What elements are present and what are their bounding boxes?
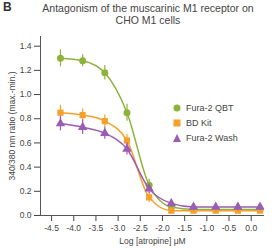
svg-text:-3.0: -3.0: [111, 223, 126, 233]
svg-text:1.0: 1.0: [20, 89, 32, 99]
svg-text:-3.5: -3.5: [89, 223, 104, 233]
html-text:Antagonism of the muscarinic M: Antagonism of the muscarinic M1 receptor…: [42, 2, 254, 26]
svg-text:-4.5: -4.5: [44, 223, 59, 233]
svg-text:0.4: 0.4: [20, 162, 32, 172]
svg-text:-1.5: -1.5: [177, 223, 192, 233]
svg-text:0.6: 0.6: [20, 138, 32, 148]
svg-text:1.4: 1.4: [20, 41, 32, 51]
svg-text:1.2: 1.2: [20, 65, 32, 75]
svg-text:340/380 nm ratio (max.-min.): 340/380 nm ratio (max.-min.): [7, 71, 17, 180]
svg-text:-0.5: -0.5: [222, 223, 237, 233]
svg-text:0.8: 0.8: [20, 113, 32, 123]
svg-text:0.0: 0.0: [245, 223, 257, 233]
svg-text:0.0: 0.0: [20, 210, 32, 220]
svg-text:-4.0: -4.0: [66, 223, 81, 233]
html-text:B: B: [3, 0, 12, 14]
svg-text:-2.5: -2.5: [133, 223, 148, 233]
svg-text:-1.0: -1.0: [200, 223, 215, 233]
svg-text:-2.0: -2.0: [155, 223, 170, 233]
svg-text:0.2: 0.2: [20, 186, 32, 196]
svg-text:Log [atropine] μM: Log [atropine] μM: [119, 236, 185, 246]
html-text:Fura-2 Wash: Fura-2 Wash: [186, 132, 238, 143]
html-text:BD Kit: BD Kit: [186, 117, 212, 128]
html-text:Fura-2 QBT: Fura-2 QBT: [186, 102, 234, 113]
